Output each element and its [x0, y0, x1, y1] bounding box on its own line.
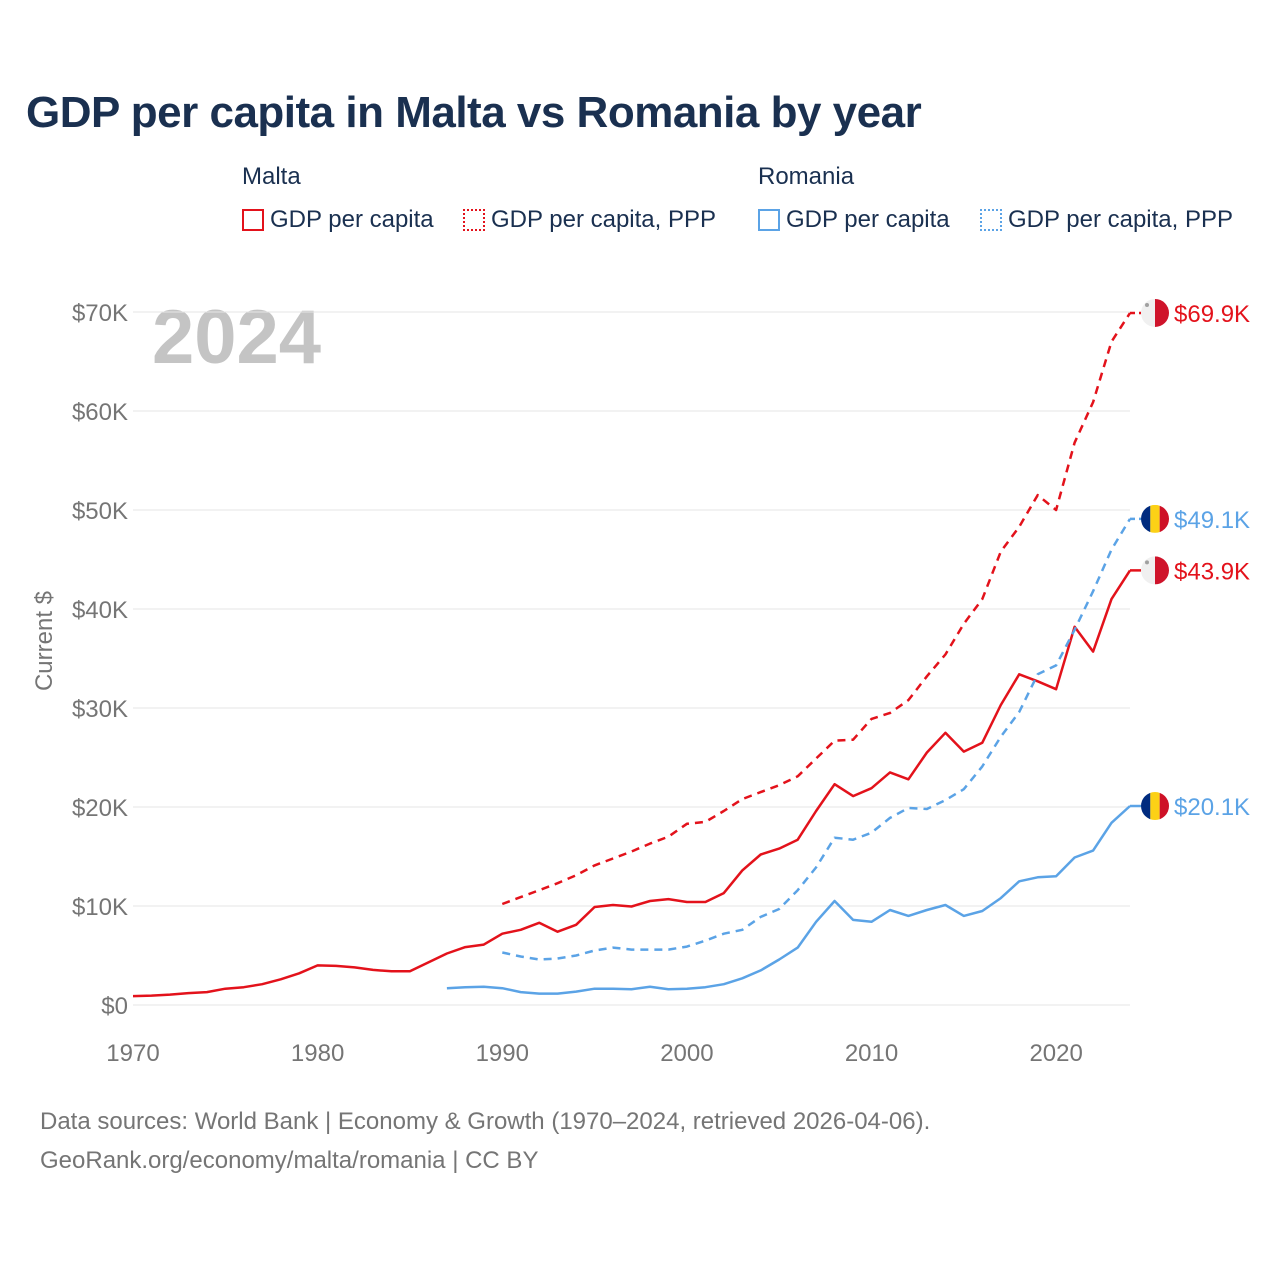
y-tick-label: $10K [72, 894, 128, 921]
legend-item-malta-gdp[interactable]: GDP per capita [242, 205, 434, 235]
y-tick-label: $30K [72, 696, 128, 723]
legend-swatch-dotted-icon [463, 209, 485, 231]
y-tick-label: $40K [72, 597, 128, 624]
x-tick-label: 2010 [845, 1040, 898, 1067]
series-end-label: $49.1K [1174, 507, 1250, 534]
series-line-romania[interactable] [446, 805, 1131, 995]
legend-item-romania-gdp[interactable]: GDP per capita [758, 205, 950, 235]
legend-label: GDP per capita [270, 206, 434, 233]
footer-sources: Data sources: World Bank | Economy & Gro… [40, 1108, 931, 1135]
legend-swatch-dotted-icon [980, 209, 1002, 231]
malta-flag-icon [1141, 556, 1169, 585]
legend-item-romania-gdp-ppp[interactable]: GDP per capita, PPP [980, 205, 1233, 235]
series-end-label: $69.9K [1174, 301, 1250, 328]
legend-label: GDP per capita, PPP [491, 206, 716, 233]
x-tick-label: 1980 [291, 1040, 344, 1067]
legend-swatch-solid-icon [242, 209, 264, 231]
y-tick-label: $0 [101, 993, 128, 1020]
malta-flag-icon [1141, 298, 1169, 327]
footer-credit: GeoRank.org/economy/malta/romania | CC B… [40, 1147, 539, 1174]
romania-flag-icon [1141, 792, 1169, 821]
legend-group-malta: Malta [242, 163, 301, 190]
x-tick-label: 1990 [476, 1040, 529, 1067]
romania-flag-icon [1141, 504, 1169, 533]
series-line-malta-ppp[interactable] [501, 312, 1132, 906]
x-tick-label: 2000 [660, 1040, 713, 1067]
x-tick-label: 2020 [1029, 1040, 1082, 1067]
y-tick-label: $60K [72, 399, 128, 426]
chart-title: GDP per capita in Malta vs Romania by ye… [26, 88, 922, 137]
legend-swatch-solid-icon [758, 209, 780, 231]
series-end-label: $43.9K [1174, 558, 1250, 585]
series-line-malta[interactable] [132, 569, 1132, 998]
legend-group-romania: Romania [758, 163, 855, 190]
y-axis-title: Current $ [31, 591, 58, 691]
series-line-romania-ppp[interactable] [502, 518, 1132, 961]
y-tick-label: $50K [72, 498, 128, 525]
legend-label: GDP per capita, PPP [1008, 206, 1233, 233]
y-tick-label: $70K [72, 300, 128, 327]
x-tick-label: 1970 [106, 1040, 159, 1067]
series-end-label: $20.1K [1174, 794, 1250, 821]
legend-item-malta-gdp-ppp[interactable]: GDP per capita, PPP [463, 205, 716, 235]
year-watermark: 2024 [152, 295, 321, 380]
y-tick-label: $20K [72, 795, 128, 822]
legend-label: GDP per capita [786, 206, 950, 233]
